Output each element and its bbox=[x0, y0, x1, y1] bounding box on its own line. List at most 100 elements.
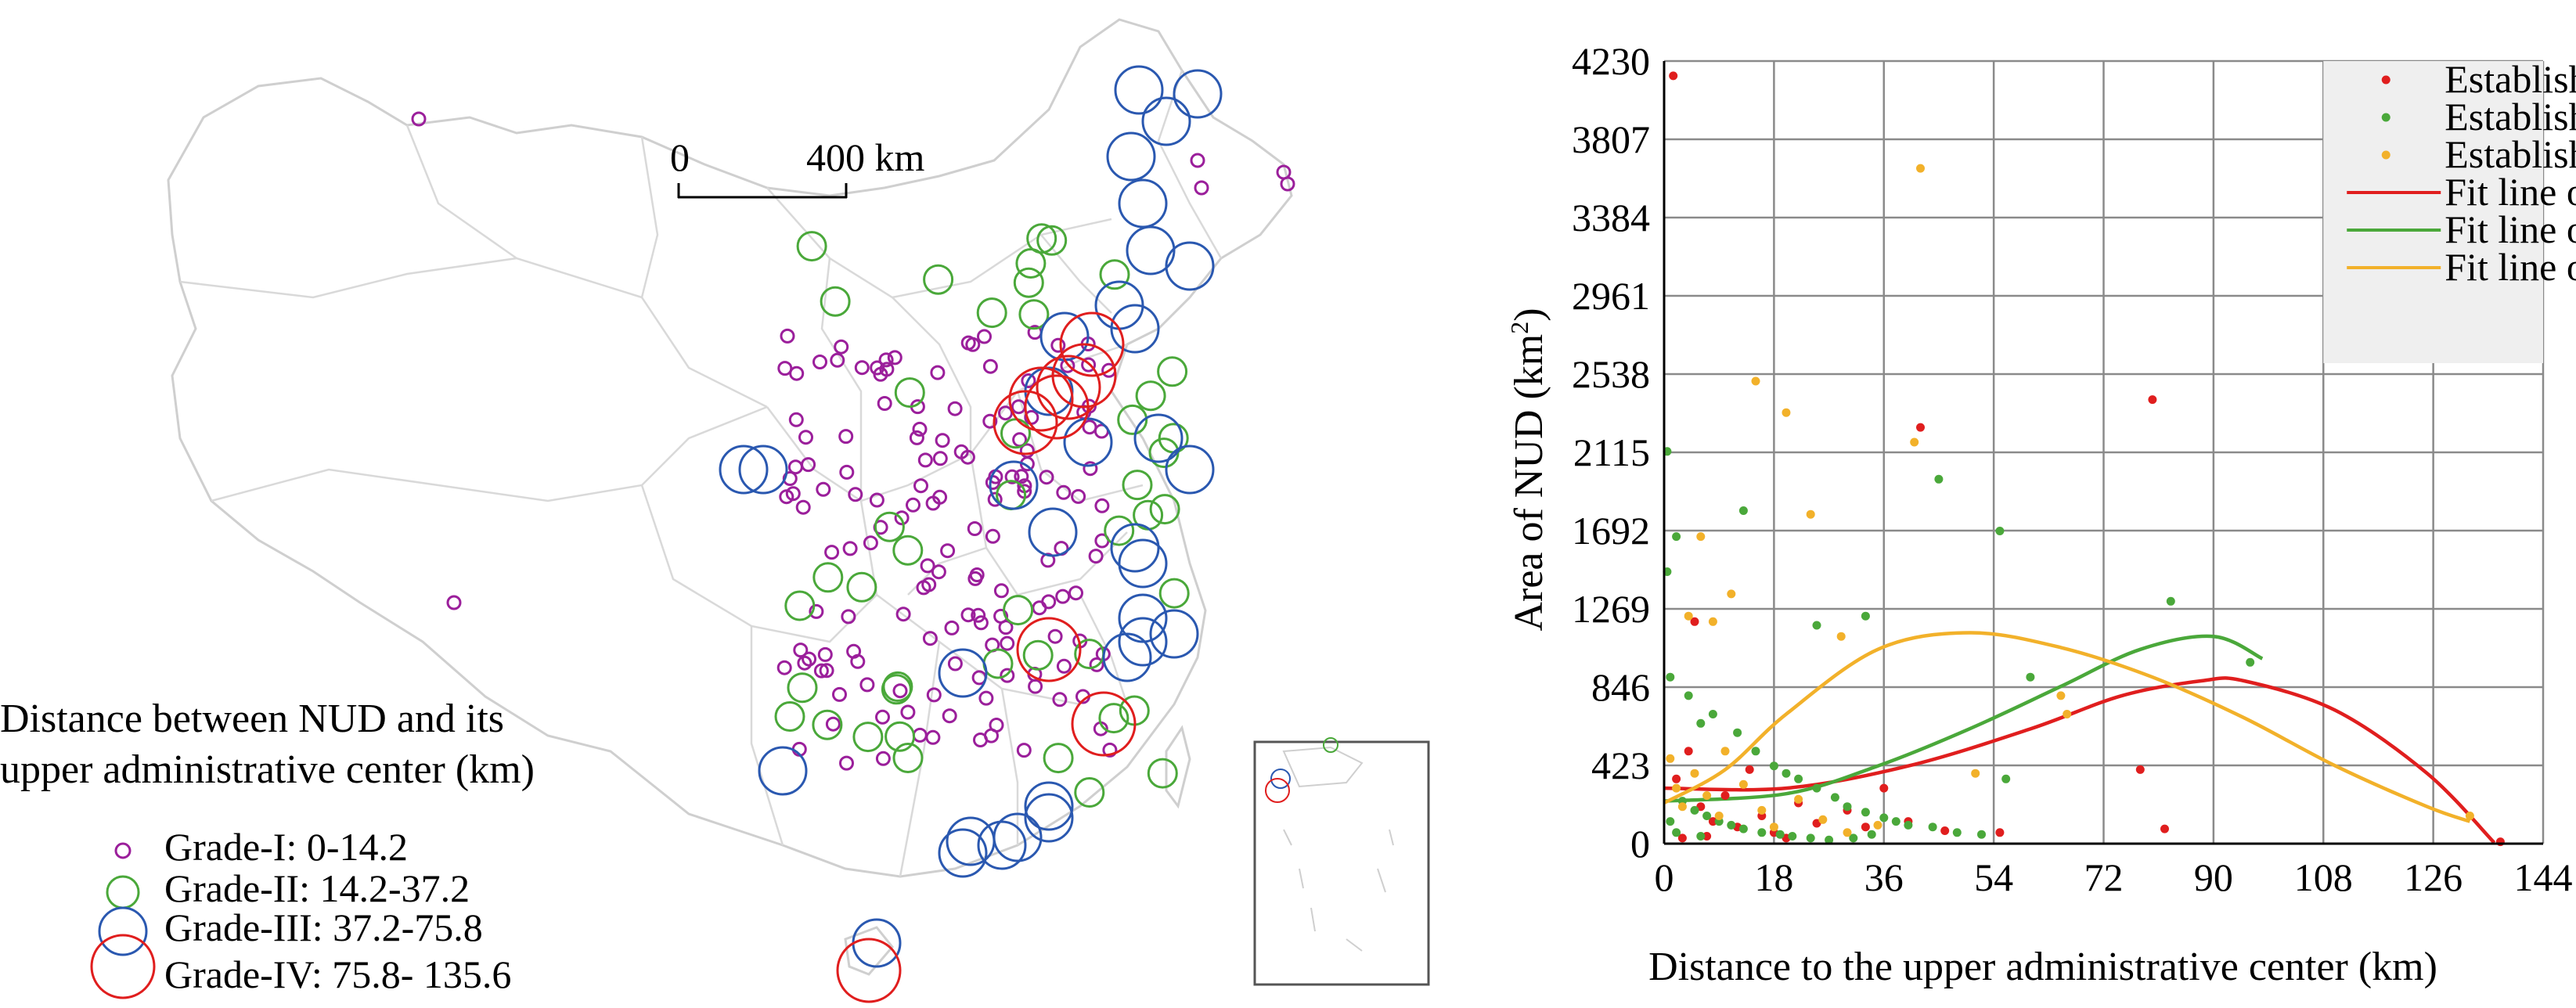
nud-circle-grade-1 bbox=[1089, 657, 1104, 672]
x-axis-label: Distance to the upper administrative cen… bbox=[1648, 945, 2437, 989]
nud-circle-grade-1 bbox=[895, 607, 911, 622]
nud-circle-grade-2 bbox=[784, 590, 816, 621]
y-tick-label: 1692 bbox=[1572, 509, 1650, 553]
nud-circle-grade-3 bbox=[1118, 617, 1168, 667]
point-lgs bbox=[1702, 832, 1712, 841]
nud-circle-grade-1 bbox=[869, 492, 884, 508]
nud-circle-grade-1 bbox=[776, 660, 792, 675]
nud-circle-grade-2 bbox=[1003, 595, 1034, 626]
nud-circle-grade-1 bbox=[960, 449, 975, 465]
nud-circle-grade-2 bbox=[1098, 703, 1129, 734]
point-lgs bbox=[1669, 71, 1678, 81]
x-tick-label: 18 bbox=[1754, 855, 1793, 899]
point-hes bbox=[1696, 832, 1706, 841]
x-tick-label: 0 bbox=[1655, 855, 1674, 899]
nud-circle-grade-4 bbox=[1059, 311, 1125, 377]
fit-line-hes bbox=[1663, 634, 2264, 803]
nud-circle-grade-1 bbox=[1000, 668, 1015, 683]
nud-circle-grade-2 bbox=[774, 701, 805, 732]
nud-circle-grade-2 bbox=[812, 562, 844, 593]
nud-circle-grade-2 bbox=[787, 672, 818, 704]
nud-circle-grade-1 bbox=[887, 350, 903, 365]
legend-marker-lgs bbox=[2381, 75, 2390, 85]
nud-circle-grade-1 bbox=[912, 421, 928, 437]
nud-circle-grade-1 bbox=[1028, 679, 1043, 694]
nud-circle-grade-1 bbox=[1047, 628, 1063, 644]
point-hes bbox=[1891, 817, 1900, 826]
nud-circle-grade-4 bbox=[993, 390, 1058, 455]
legend-grade-2-label: Grade-II: 14.2-37.2 bbox=[164, 866, 470, 910]
nud-circle-grade-1 bbox=[960, 607, 976, 623]
nud-circle-grade-1 bbox=[1014, 469, 1029, 484]
nud-circle-grade-3 bbox=[1024, 793, 1074, 843]
x-tick-label: 108 bbox=[2294, 855, 2353, 899]
nud-circle-grade-2 bbox=[1122, 470, 1153, 501]
map-legend: Distance between NUD and its upper admin… bbox=[0, 697, 535, 999]
nud-circle-grade-1 bbox=[802, 651, 817, 667]
nud-circle-grade-3 bbox=[1141, 96, 1191, 146]
nud-circle-grade-1 bbox=[795, 499, 811, 515]
nud-circle-grade-2 bbox=[1135, 380, 1166, 412]
province-boundaries bbox=[179, 70, 1223, 877]
point-hes bbox=[1825, 835, 1834, 844]
nud-circle-grade-3 bbox=[946, 816, 996, 866]
point-hes bbox=[2001, 774, 2011, 783]
legend-label-fit-sas: Fit line of SAS bbox=[2444, 245, 2576, 289]
nud-circle-grade-3 bbox=[1165, 445, 1215, 495]
point-lgs bbox=[2160, 824, 2169, 833]
point-hes bbox=[1830, 793, 1839, 802]
nud-circle-grade-4 bbox=[836, 938, 902, 1003]
y-tick-label: 1269 bbox=[1572, 587, 1650, 631]
nud-circle-grade-1 bbox=[879, 362, 895, 377]
nud-circle-grade-1 bbox=[824, 545, 840, 560]
point-hes bbox=[1849, 833, 1858, 843]
point-lgs bbox=[1720, 791, 1730, 800]
nud-circle-grade-2 bbox=[1036, 225, 1068, 256]
nud-circle-grade-3 bbox=[1126, 225, 1176, 275]
nud-circle-grade-1 bbox=[813, 663, 829, 679]
x-tick-label: 36 bbox=[1864, 855, 1904, 899]
x-tick-label: 144 bbox=[2514, 855, 2573, 899]
point-hes bbox=[1684, 691, 1693, 700]
nud-circle-grade-2 bbox=[852, 722, 884, 753]
legend-label-established-sas: Established in SAS bbox=[2444, 132, 2576, 176]
legend-grade-3-symbol bbox=[98, 906, 148, 956]
nud-circle-grade-1 bbox=[777, 361, 793, 376]
nud-circle-grade-2 bbox=[1147, 758, 1178, 789]
tick-labels: 0 18 36 54 72 90 108 126 144 0 423 846 1269 1692 2115 2… bbox=[1572, 39, 2573, 899]
nud-circle-grade-2 bbox=[1149, 494, 1180, 525]
nud-circle-grade-2 bbox=[923, 264, 954, 295]
nud-circle-grade-1 bbox=[798, 430, 813, 445]
point-hes bbox=[1782, 769, 1791, 778]
point-hes bbox=[1904, 820, 1913, 830]
nud-circle-grade-1 bbox=[1021, 373, 1036, 388]
nud-circle-grade-2 bbox=[1013, 267, 1044, 298]
nud-circle-grade-1 bbox=[973, 733, 988, 747]
nud-circle-grade-1 bbox=[940, 543, 956, 559]
point-hes bbox=[1738, 506, 1748, 515]
nud-circle-grade-1 bbox=[1194, 180, 1209, 196]
nud-circle-grade-1 bbox=[819, 663, 834, 679]
nud-circle-grade-1 bbox=[1056, 658, 1072, 674]
point-hes bbox=[1769, 761, 1778, 771]
nud-circle-grade-1 bbox=[894, 510, 910, 526]
axes bbox=[1663, 61, 2543, 845]
nud-circle-grade-2 bbox=[1015, 248, 1047, 279]
point-sas bbox=[2056, 691, 2066, 700]
nud-circle-grade-1 bbox=[920, 558, 935, 574]
nud-circle-grade-2 bbox=[892, 535, 924, 566]
point-lgs bbox=[1879, 783, 1889, 793]
nud-circle-grade-1 bbox=[788, 412, 804, 427]
point-hes bbox=[1812, 783, 1821, 793]
nud-circle-grade-1 bbox=[917, 452, 933, 468]
nud-circle-grade-1 bbox=[967, 521, 982, 536]
nud-circle-grade-2 bbox=[1104, 515, 1135, 546]
legend-box bbox=[2323, 61, 2543, 363]
point-hes bbox=[1867, 830, 1876, 839]
nud-circle-grade-4 bbox=[1036, 355, 1101, 420]
point-hes bbox=[1666, 672, 1675, 682]
nud-circle-grade-3 bbox=[1028, 507, 1078, 557]
point-hes bbox=[1672, 828, 1681, 837]
y-tick-label: 3807 bbox=[1572, 117, 1650, 161]
point-sas bbox=[1696, 532, 1706, 542]
